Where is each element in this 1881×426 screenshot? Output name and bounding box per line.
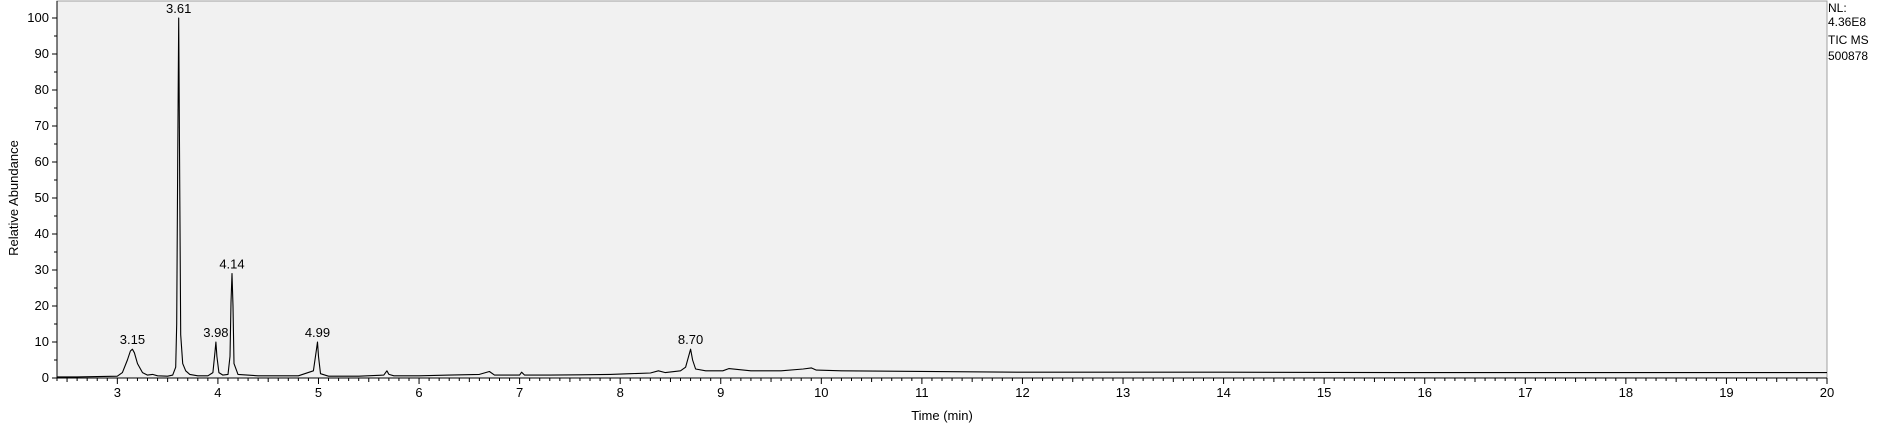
x-tick-label: 6: [415, 385, 422, 400]
y-tick-label: 80: [35, 82, 49, 97]
plot-area: [56, 0, 1828, 379]
x-tick-label: 17: [1518, 385, 1532, 400]
x-tick-label: 11: [915, 385, 929, 400]
y-axis-label: Relative Abundance: [6, 140, 21, 256]
x-axis-label: Time (min): [911, 408, 973, 423]
x-tick-label: 13: [1116, 385, 1130, 400]
x-tick-label: 10: [814, 385, 828, 400]
y-tick-label: 100: [27, 10, 49, 25]
trace-type-label: TIC MS: [1828, 33, 1869, 47]
peak-label: 8.70: [678, 332, 703, 347]
peak-labels: 3.15 3.61 3.98 4.14 4.99 8.70: [120, 1, 703, 347]
x-tick-label: 18: [1619, 385, 1633, 400]
nl-value: 4.36E8: [1828, 15, 1867, 29]
x-tick-label: 20: [1820, 385, 1834, 400]
x-tick-label: 8: [617, 385, 624, 400]
x-tick-label: 4: [214, 385, 221, 400]
peak-label: 4.14: [219, 257, 244, 272]
x-tick-label: 3: [114, 385, 121, 400]
x-tick-label: 5: [315, 385, 322, 400]
peak-label: 3.98: [203, 325, 228, 340]
sample-id: 500878: [1828, 49, 1869, 63]
x-tick-label: 16: [1417, 385, 1431, 400]
x-axis: 3 4 5 6 7 8 9 10 11 12 13 14 15 16 17 18 19 20: [56, 377, 1834, 400]
y-tick-label: 90: [35, 46, 49, 61]
x-tick-label: 15: [1317, 385, 1331, 400]
y-tick-label: 0: [42, 370, 49, 385]
y-tick-label: 60: [35, 154, 49, 169]
y-tick-label: 30: [35, 262, 49, 277]
x-tick-label: 12: [1015, 385, 1029, 400]
y-tick-label: 40: [35, 226, 49, 241]
peak-label: 3.61: [166, 1, 191, 16]
y-tick-label: 50: [35, 190, 49, 205]
y-axis: 0 10 20 30 40 50 60 70 80 90 100: [27, 1, 58, 385]
y-tick-label: 70: [35, 118, 49, 133]
tic-trace-line: [57, 17, 1827, 378]
peak-label: 3.15: [120, 332, 145, 347]
x-tick-label: 9: [717, 385, 724, 400]
y-tick-label: 20: [35, 298, 49, 313]
peak-label: 4.99: [305, 325, 330, 340]
x-tick-label: 14: [1216, 385, 1230, 400]
y-tick-label: 10: [35, 334, 49, 349]
x-tick-label: 7: [516, 385, 523, 400]
nl-label: NL:: [1828, 1, 1847, 15]
x-tick-label: 19: [1719, 385, 1733, 400]
